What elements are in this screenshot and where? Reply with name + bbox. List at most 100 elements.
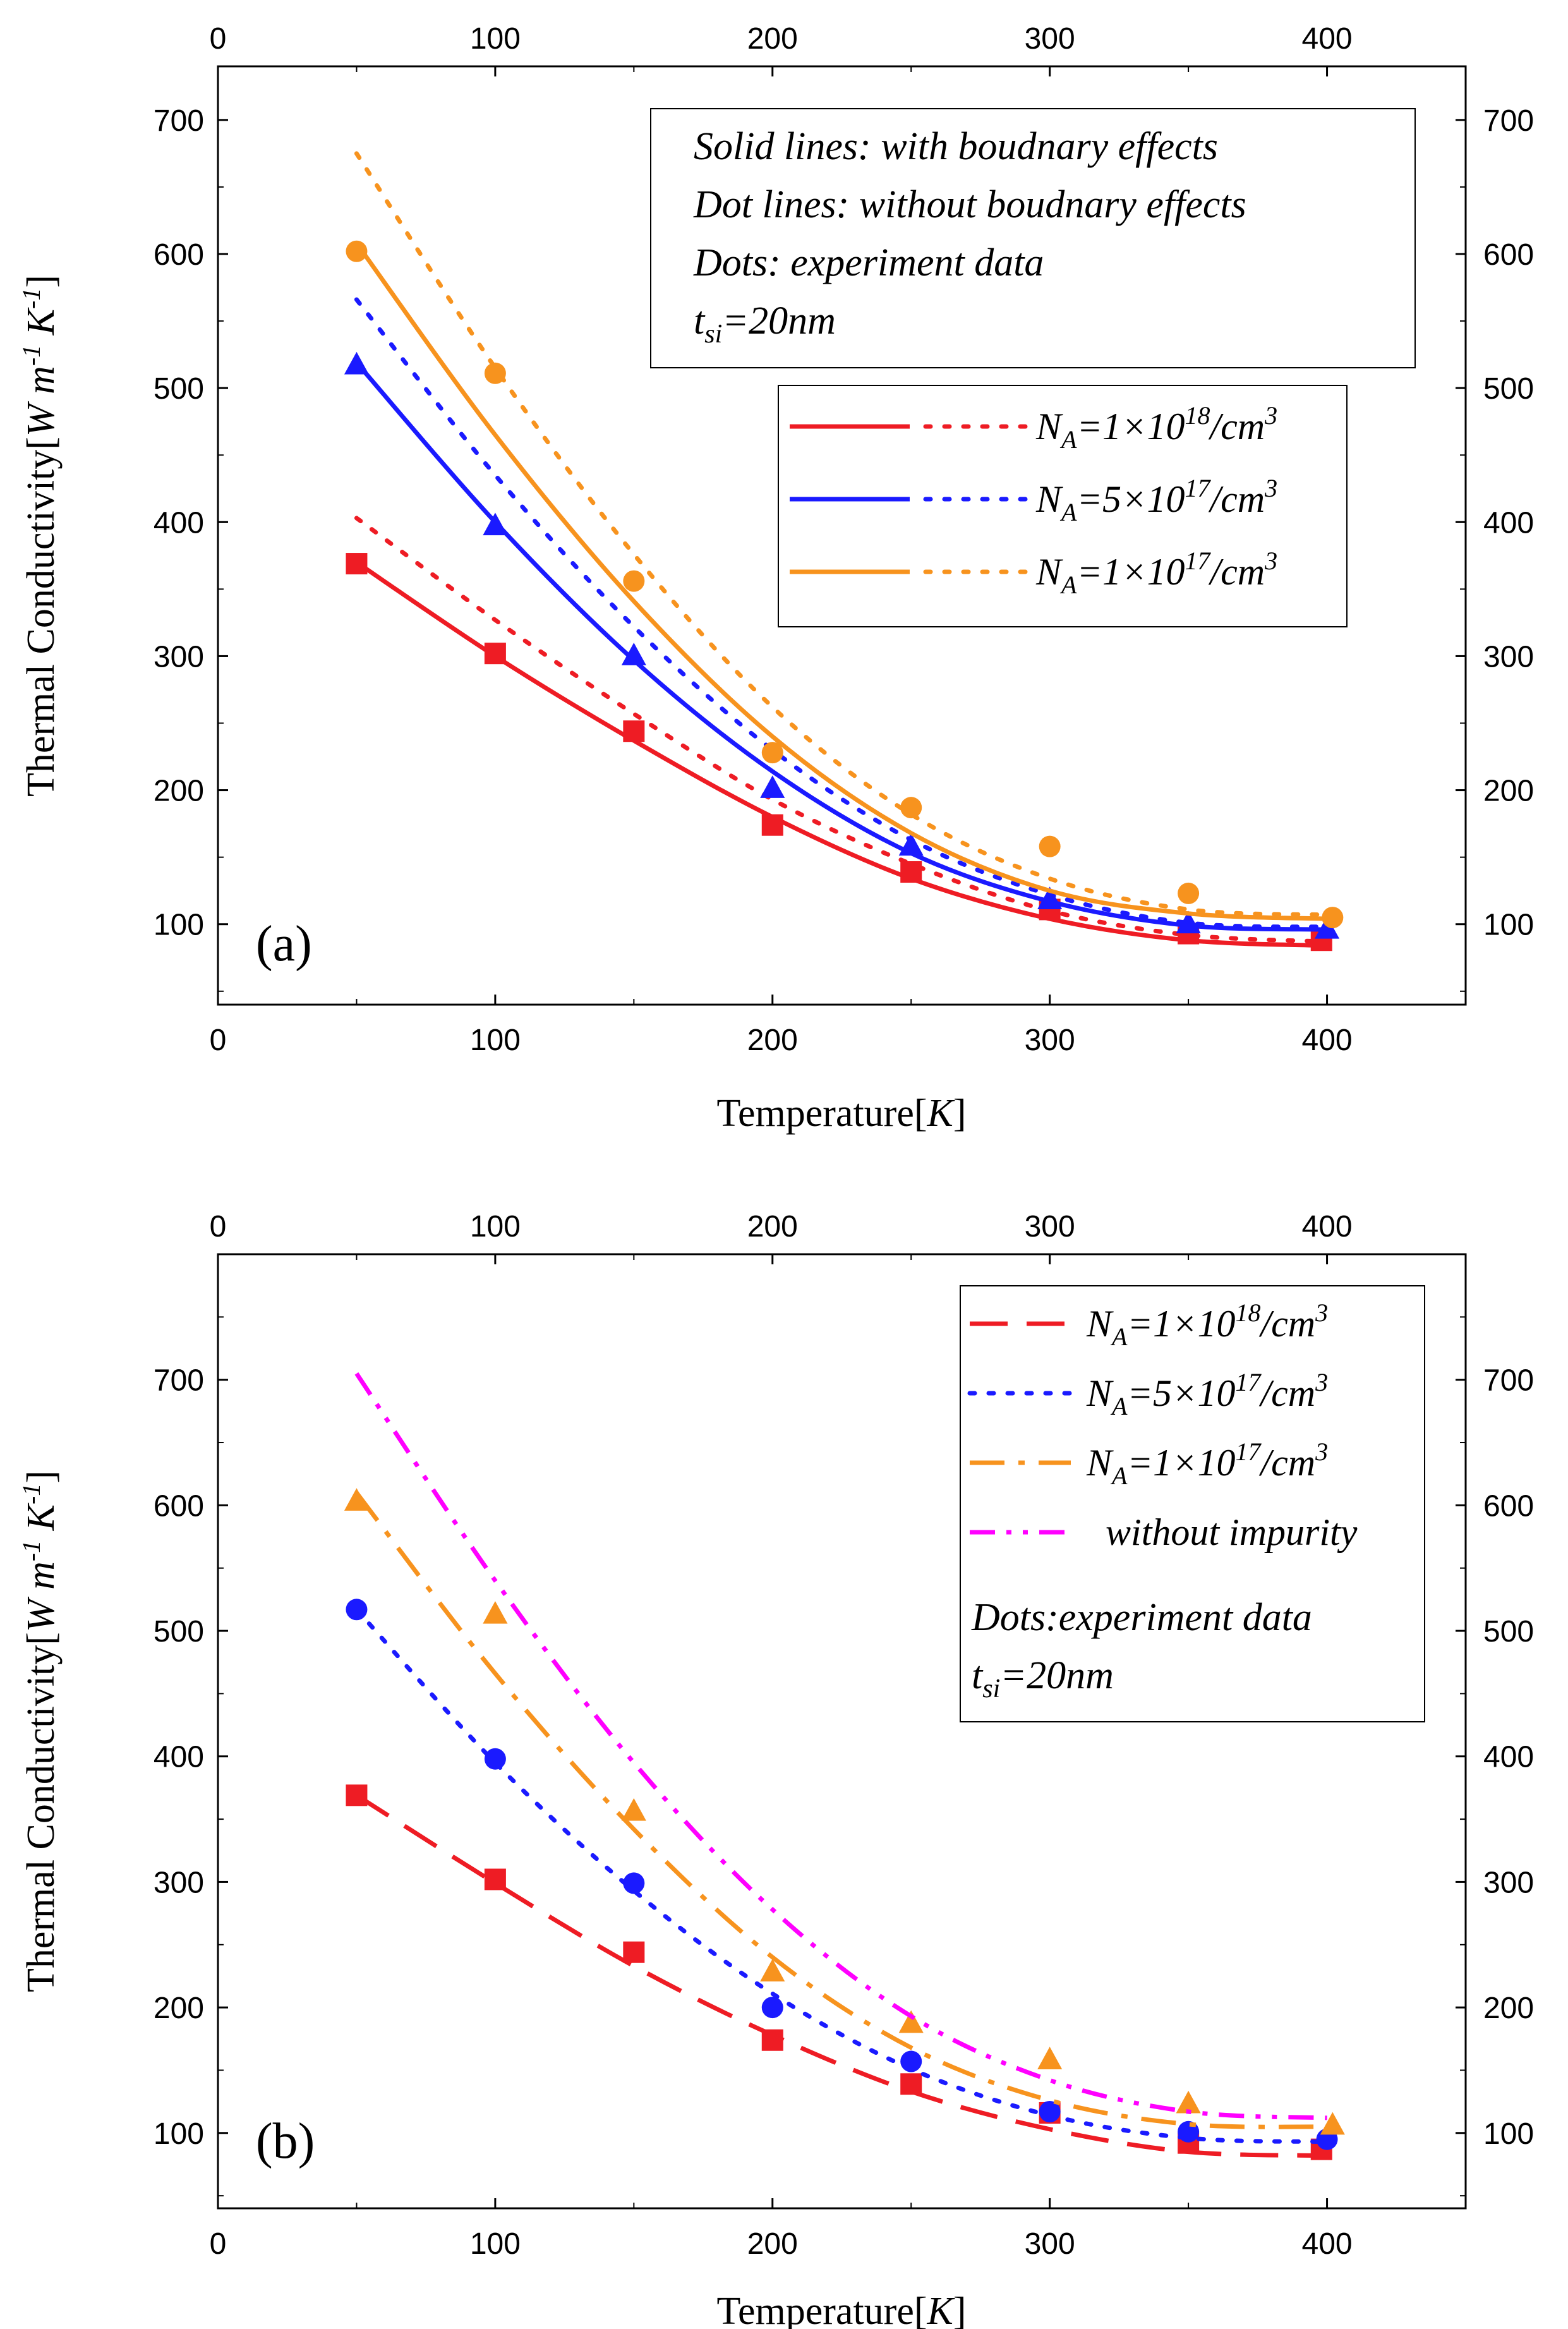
right-tick-label: 300 (1483, 640, 1534, 674)
data-point (623, 1941, 645, 1963)
right-tick-label: 300 (1483, 1866, 1534, 1899)
data-point (761, 2029, 783, 2051)
x-tick-label: 0 (210, 1024, 227, 1057)
right-tick-label: 100 (1483, 2117, 1534, 2151)
data-point (623, 1872, 645, 1894)
legend-entry-2: NA=1×1017/cm3 (790, 547, 1277, 599)
right-tick-label: 400 (1483, 506, 1534, 540)
data-point (1178, 882, 1200, 904)
svg-text:Thermal Conductivity[W m-1 K-1: Thermal Conductivity[W m-1 K-1] (17, 275, 63, 797)
note-line-3: Dots: experiment data (693, 241, 1044, 284)
panel-label-a: (a) (256, 916, 312, 972)
model-curve (354, 1372, 1327, 2120)
legend-entry-1: NA=5×1017/cm3 (967, 1368, 1328, 1420)
top-tick-label: 100 (470, 22, 521, 56)
data-point (1322, 907, 1344, 929)
x-title-text: Temperature[ (716, 1092, 927, 1135)
note-thickness-b: tsi=20nm (972, 1654, 1114, 1703)
top-tick-label: 300 (1025, 22, 1075, 56)
chart-panel-b: 0 100 200 300 400 0 100 200 300 400 100 200 300 400 50… (17, 1210, 1534, 2329)
right-tick-label: 500 (1483, 1615, 1534, 1648)
y-tick-label: 100 (154, 909, 204, 942)
x-tick-label: 400 (1302, 2227, 1353, 2261)
plot-frame-b (217, 1253, 1467, 2210)
top-tick-label: 0 (210, 1210, 227, 1243)
dotted-curve (354, 151, 1330, 917)
data-point (1039, 2101, 1061, 2123)
svg-text:Temperature[K]: Temperature[K] (716, 2290, 966, 2329)
right-tick-label: 100 (1483, 909, 1534, 942)
data-point (760, 775, 785, 798)
y-tick-label: 500 (154, 372, 204, 406)
legend-label: NA=5×1017/cm3 (1086, 1368, 1328, 1420)
legend-entry-1: NA=5×1017/cm3 (790, 474, 1277, 526)
data-point (1176, 2090, 1201, 2114)
panel-label-b: (b) (256, 2114, 315, 2169)
data-point (760, 1959, 785, 1981)
data-point (1320, 2112, 1345, 2135)
plot-frame-a (217, 65, 1467, 1006)
x-tick-label: 200 (747, 1024, 798, 1057)
right-tick-label: 700 (1483, 104, 1534, 138)
axis-title-y-a: Thermal Conductivity[W m-1 K-1] (17, 275, 63, 797)
legend-label: NA=1×1017/cm3 (1086, 1437, 1328, 1490)
top-tick-label: 400 (1302, 22, 1353, 56)
top-tick-label: 400 (1302, 1210, 1353, 1243)
y-tick-label: 600 (154, 1489, 204, 1523)
right-tick-label: 200 (1483, 1992, 1534, 2025)
data-point (761, 814, 783, 836)
y-tick-label: 400 (154, 1741, 204, 1774)
y-tick-label: 200 (154, 1992, 204, 2025)
x-tick-label: 100 (470, 1024, 521, 1057)
series-2 (344, 1488, 1345, 2135)
data-point (900, 797, 922, 819)
top-tick-label: 0 (210, 22, 227, 56)
x-tick-label: 300 (1025, 2227, 1075, 2261)
top-tick-label: 200 (747, 1210, 798, 1243)
data-point (483, 1600, 508, 1624)
y-tick-label: 400 (154, 506, 204, 540)
note-line-b: Dots:experiment data (971, 1596, 1312, 1639)
axis-title-x-a: Temperature[K] (716, 1092, 966, 1135)
solid-curve (354, 241, 1327, 921)
legend-entry-0: NA=1×1018/cm3 (970, 1298, 1328, 1351)
note-line-2: Dot lines: without boudnary effects (693, 183, 1246, 226)
data-point (346, 240, 368, 262)
right-tick-label: 500 (1483, 372, 1534, 406)
data-point (621, 1798, 646, 1821)
legend-label: without impurity (1106, 1511, 1358, 1553)
legend-label: NA=1×1017/cm3 (1035, 547, 1277, 599)
data-point (1178, 2120, 1200, 2143)
data-point (484, 362, 506, 384)
data-point (900, 2073, 922, 2095)
data-point (898, 833, 924, 856)
data-point (484, 1868, 506, 1890)
top-tick-label: 200 (747, 22, 798, 56)
right-tick-label: 200 (1483, 775, 1534, 808)
legend-label: NA=1×1018/cm3 (1086, 1298, 1328, 1351)
legend-entry-2: NA=1×1017/cm3 (970, 1437, 1328, 1490)
data-point (761, 1997, 783, 2019)
data-point (1039, 835, 1061, 857)
y-tick-label: 600 (154, 238, 204, 272)
data-point (346, 1599, 368, 1621)
chart-panel-a: 0 100 200 300 400 0 100 200 300 400 100 200 300 400 50… (17, 22, 1534, 1135)
series-1 (344, 297, 1340, 939)
svg-text:Temperature[K]: Temperature[K] (716, 1092, 966, 1135)
y-tick-label: 300 (154, 1866, 204, 1899)
data-point (1037, 2047, 1063, 2070)
series-3 (354, 1372, 1327, 2120)
data-point (344, 351, 369, 375)
top-tick-label: 100 (470, 1210, 521, 1243)
data-point (623, 720, 645, 742)
note-thickness: tsi=20nm (694, 299, 836, 349)
y-tick-label: 100 (154, 2117, 204, 2151)
data-point (1315, 916, 1340, 939)
y-tick-label: 700 (154, 104, 204, 138)
ticks-a: 0 100 200 300 400 0 100 200 300 400 100 200 300 400 50… (154, 22, 1534, 1057)
data-point (900, 2050, 922, 2072)
x-title-close: ] (953, 1092, 967, 1135)
data-point (761, 742, 783, 764)
right-tick-label: 400 (1483, 1741, 1534, 1774)
